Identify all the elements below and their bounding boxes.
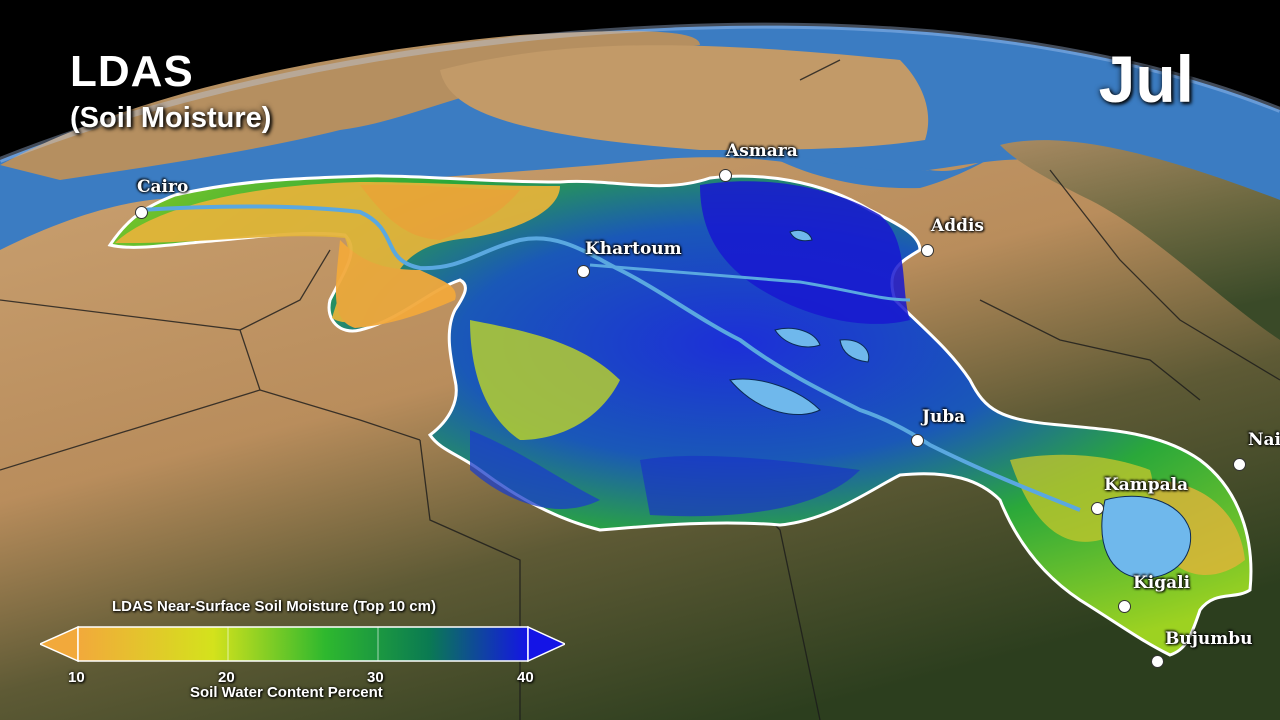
city-dot-cairo [135,206,148,219]
title-line1: LDAS [70,47,194,96]
city-label-juba: Juba [922,407,966,427]
city-label-nairobi: Nai [1248,430,1280,450]
legend-tick-30: 30 [367,669,384,686]
colorbar [40,625,565,663]
city-dot-juba [911,434,924,447]
month-label: Jul [1098,42,1194,116]
city-dot-asmara [719,169,732,182]
legend-title: LDAS Near-Surface Soil Moisture (Top 10 … [112,598,436,615]
city-label-kigali: Kigali [1133,573,1191,593]
colorbar-high-arrow [527,625,565,663]
city-dot-kigali [1118,600,1131,613]
map-title: LDAS (Soil Moisture) [70,50,271,136]
city-dot-addis [921,244,934,257]
legend-tick-40: 40 [517,669,534,686]
city-label-asmara: Asmara [726,141,798,161]
title-line2: (Soil Moisture) [70,102,272,134]
red-sea [760,150,1005,189]
city-label-kampala: Kampala [1104,475,1189,495]
city-label-khartoum: Khartoum [585,239,682,259]
city-label-bujumbura: Bujumbu [1165,629,1253,649]
city-dot-kampala [1091,502,1104,515]
legend-tick-20: 20 [218,669,235,686]
colorbar-gradient [77,626,529,662]
city-dot-bujumbura [1151,655,1164,668]
dry-region [115,182,1245,575]
city-label-cairo: Cairo [137,177,189,197]
legend-axis-label: Soil Water Content Percent [190,684,383,701]
city-label-addis: Addis [931,216,984,236]
city-dot-nairobi [1233,458,1246,471]
city-dot-khartoum [577,265,590,278]
lake-victoria [1101,495,1192,579]
colorbar-low-arrow [40,625,79,663]
legend-tick-10: 10 [68,669,85,686]
